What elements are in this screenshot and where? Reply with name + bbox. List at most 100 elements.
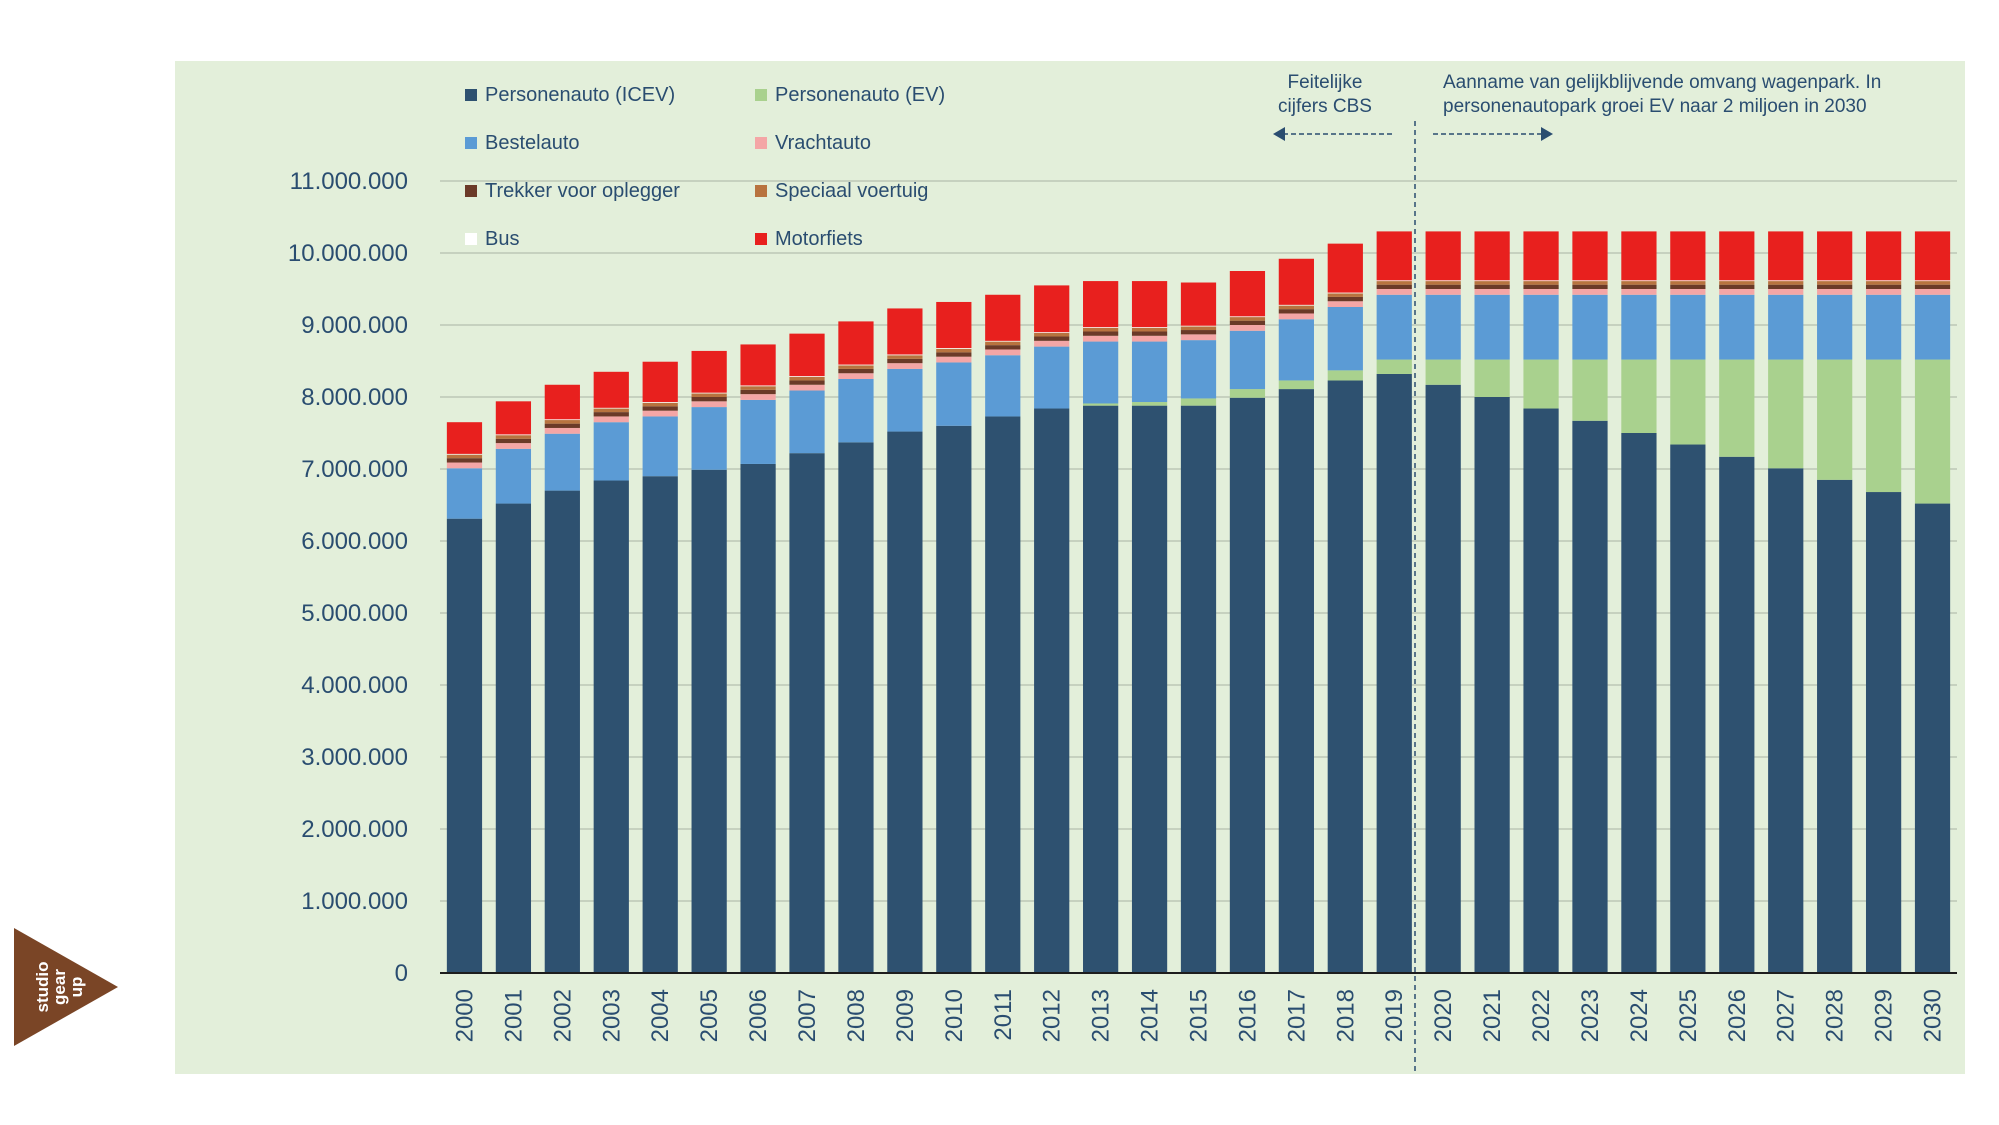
bar-segment	[1083, 403, 1119, 406]
bar-segment	[1278, 258, 1314, 305]
bar-segment	[1817, 289, 1853, 295]
bar-segment	[740, 344, 776, 386]
bar-segment	[691, 407, 727, 470]
bar-segment	[936, 362, 972, 426]
bar-stack-2009	[887, 308, 923, 973]
bar-segment	[593, 422, 629, 481]
bar-segment	[1523, 294, 1559, 360]
bar-segment	[1572, 284, 1608, 289]
y-tick-label: 0	[395, 960, 408, 987]
bar-segment	[1719, 231, 1755, 281]
x-tick-label: 2007	[794, 989, 821, 1042]
bar-segment	[1131, 341, 1168, 403]
bar-segment	[1670, 284, 1706, 289]
bar-segment	[1425, 231, 1461, 281]
bar-segment	[691, 393, 727, 397]
bar-segment	[1474, 289, 1510, 295]
bar-segment	[1719, 289, 1755, 295]
bar-segment	[1229, 397, 1266, 974]
bar-segment	[789, 453, 825, 973]
bar-segment	[1817, 281, 1853, 285]
legend-swatch	[755, 185, 767, 197]
legend-swatch	[755, 89, 767, 101]
bar-segment	[1083, 335, 1119, 342]
x-tick-label: 2019	[1381, 989, 1408, 1042]
bar-segment	[1474, 397, 1510, 973]
bar-segment	[1572, 294, 1608, 360]
bar-stack-2021	[1474, 231, 1510, 973]
bar-segment	[642, 402, 678, 403]
bar-segment	[1083, 405, 1119, 973]
bar-segment	[1719, 294, 1755, 360]
bar-segment	[642, 402, 678, 407]
bar-stack-2000	[446, 422, 483, 973]
bar-segment	[1865, 492, 1902, 973]
right-arrow-icon	[1433, 127, 1553, 141]
x-tick-label: 2029	[1871, 989, 1898, 1042]
bar-segment	[1376, 294, 1412, 360]
bar-segment	[936, 356, 972, 363]
bar-segment	[1474, 281, 1510, 285]
x-tick-label: 2020	[1430, 989, 1457, 1042]
bar-segment	[740, 385, 776, 387]
logo-triangle-icon	[14, 928, 118, 1046]
bar-segment	[1327, 370, 1363, 381]
bar-segment	[1621, 294, 1657, 360]
bar-segment	[1670, 289, 1706, 295]
bar-segment	[1670, 281, 1706, 285]
bar-segment	[1083, 327, 1119, 328]
bar-stack-2016	[1229, 271, 1266, 974]
bar-segment	[838, 368, 874, 374]
bar-segment	[1327, 243, 1363, 293]
bar-segment	[1229, 316, 1266, 318]
legend-item: Trekker voor oplegger	[465, 180, 680, 202]
bar-stack-2027	[1768, 231, 1804, 973]
y-tick-label: 8.000.000	[301, 384, 408, 411]
bar-segment	[789, 380, 825, 385]
annotation-right-line2: personenautopark groei EV naar 2 miljoen…	[1443, 96, 1867, 117]
bar-segment	[1278, 313, 1314, 320]
bar-segment	[1719, 456, 1755, 973]
bars	[446, 231, 1951, 974]
bar-segment	[446, 422, 483, 454]
bar-segment	[1474, 294, 1510, 360]
bar-segment	[838, 379, 874, 443]
bar-segment	[495, 434, 532, 436]
bar-segment	[1327, 293, 1363, 297]
bar-stack-2026	[1719, 231, 1755, 973]
bar-segment	[887, 358, 923, 364]
bar-segment	[1572, 359, 1608, 421]
bar-segment	[1768, 281, 1804, 285]
legend-label: Vrachtauto	[775, 132, 871, 154]
bar-segment	[1034, 332, 1070, 333]
bar-segment	[740, 463, 776, 973]
bar-segment	[1523, 280, 1559, 282]
annotation-right-line1: Aanname van gelijkblijvende omvang wagen…	[1443, 72, 1881, 93]
bar-segment	[495, 443, 532, 449]
x-tick-label: 2008	[843, 989, 870, 1042]
bar-segment	[1083, 281, 1119, 328]
bar-segment	[691, 392, 727, 394]
bar-segment	[544, 427, 580, 434]
bar-segment	[1229, 317, 1266, 321]
legend-label: Speciaal voertuig	[775, 180, 928, 202]
bar-segment	[1327, 292, 1363, 294]
bar-segment	[1719, 284, 1755, 289]
bar-segment	[1425, 294, 1461, 360]
bar-segment	[789, 390, 825, 454]
legend-swatch	[465, 137, 477, 149]
legend-label: Bestelauto	[485, 132, 580, 154]
bar-segment	[544, 490, 580, 973]
bar-segment	[887, 363, 923, 369]
bar-segment	[740, 389, 776, 395]
x-tick-label: 2000	[451, 989, 478, 1042]
bar-segment	[887, 354, 923, 356]
bar-segment	[1180, 334, 1217, 341]
bar-segment	[1865, 280, 1902, 282]
bar-stack-2002	[544, 384, 580, 973]
y-tick-label: 11.000.000	[290, 168, 408, 195]
bar-segment	[1670, 280, 1706, 282]
bar-segment	[789, 384, 825, 391]
bar-stack-2010	[936, 301, 972, 973]
bar-segment	[691, 469, 727, 973]
